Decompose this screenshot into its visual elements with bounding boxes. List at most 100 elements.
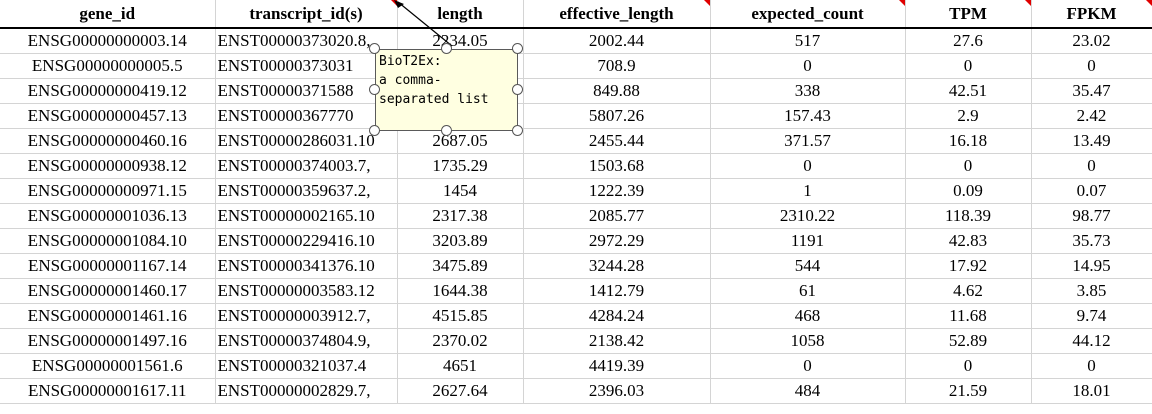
cell-effective-length[interactable]: 2085.77	[523, 203, 711, 229]
resize-handle[interactable]	[369, 125, 380, 136]
header-effective-length[interactable]: effective_length	[523, 0, 711, 29]
cell-transcript-ids[interactable]: ENST00000359637.2,	[215, 178, 398, 204]
header-transcript-ids[interactable]: transcript_id(s)	[215, 0, 398, 29]
cell-tpm[interactable]: 118.39	[905, 203, 1032, 229]
cell-tpm[interactable]: 21.59	[905, 378, 1032, 404]
cell-effective-length[interactable]: 4419.39	[523, 353, 711, 379]
cell-gene-id[interactable]: ENSG00000000460.16	[0, 128, 216, 154]
cell-length[interactable]: 4651	[397, 353, 524, 379]
cell-gene-id[interactable]: ENSG00000000005.5	[0, 53, 216, 79]
cell-fpkm[interactable]: 18.01	[1031, 378, 1152, 404]
cell-length[interactable]: 1735.29	[397, 153, 524, 179]
cell-expected-count[interactable]: 338	[710, 78, 906, 104]
cell-expected-count[interactable]: 1058	[710, 328, 906, 354]
cell-transcript-ids[interactable]: ENST00000374003.7,	[215, 153, 398, 179]
cell-length[interactable]: 1644.38	[397, 278, 524, 304]
cell-fpkm[interactable]: 35.73	[1031, 228, 1152, 254]
cell-tpm[interactable]: 0	[905, 53, 1032, 79]
resize-handle[interactable]	[512, 84, 523, 95]
cell-tpm[interactable]: 27.6	[905, 28, 1032, 54]
cell-fpkm[interactable]: 0	[1031, 153, 1152, 179]
resize-handle[interactable]	[441, 43, 452, 54]
cell-expected-count[interactable]: 1191	[710, 228, 906, 254]
cell-transcript-ids[interactable]: ENST00000286031.10	[215, 128, 398, 154]
cell-expected-count[interactable]: 484	[710, 378, 906, 404]
cell-gene-id[interactable]: ENSG00000001167.14	[0, 253, 216, 279]
cell-tpm[interactable]: 2.9	[905, 103, 1032, 129]
cell-fpkm[interactable]: 23.02	[1031, 28, 1152, 54]
cell-effective-length[interactable]: 849.88	[523, 78, 711, 104]
header-tpm[interactable]: TPM	[905, 0, 1032, 29]
header-fpkm[interactable]: FPKM	[1031, 0, 1152, 29]
cell-effective-length[interactable]: 1222.39	[523, 178, 711, 204]
cell-expected-count[interactable]: 371.57	[710, 128, 906, 154]
cell-expected-count[interactable]: 0	[710, 53, 906, 79]
cell-length[interactable]: 3203.89	[397, 228, 524, 254]
cell-fpkm[interactable]: 0.07	[1031, 178, 1152, 204]
cell-expected-count[interactable]: 0	[710, 153, 906, 179]
cell-effective-length[interactable]: 2138.42	[523, 328, 711, 354]
cell-gene-id[interactable]: ENSG00000000457.13	[0, 103, 216, 129]
cell-gene-id[interactable]: ENSG00000000003.14	[0, 28, 216, 54]
header-length[interactable]: length	[397, 0, 524, 29]
cell-expected-count[interactable]: 0	[710, 353, 906, 379]
cell-expected-count[interactable]: 61	[710, 278, 906, 304]
cell-length[interactable]: 2317.38	[397, 203, 524, 229]
cell-length[interactable]: 1454	[397, 178, 524, 204]
cell-gene-id[interactable]: ENSG00000001036.13	[0, 203, 216, 229]
cell-expected-count[interactable]: 1	[710, 178, 906, 204]
resize-handle[interactable]	[369, 43, 380, 54]
resize-handle[interactable]	[441, 125, 452, 136]
resize-handle[interactable]	[369, 84, 380, 95]
cell-expected-count[interactable]: 157.43	[710, 103, 906, 129]
cell-comment-box[interactable]: BioT2Ex: a comma- separated list	[375, 49, 518, 131]
cell-effective-length[interactable]: 1412.79	[523, 278, 711, 304]
cell-gene-id[interactable]: ENSG00000001460.17	[0, 278, 216, 304]
cell-transcript-ids[interactable]: ENST00000367770	[215, 103, 398, 129]
cell-fpkm[interactable]: 3.85	[1031, 278, 1152, 304]
cell-transcript-ids[interactable]: ENST00000321037.4	[215, 353, 398, 379]
cell-transcript-ids[interactable]: ENST00000373020.8,	[215, 28, 398, 54]
cell-transcript-ids[interactable]: ENST00000341376.10	[215, 253, 398, 279]
cell-transcript-ids[interactable]: ENST00000002165.10	[215, 203, 398, 229]
header-expected-count[interactable]: expected_count	[710, 0, 906, 29]
cell-expected-count[interactable]: 544	[710, 253, 906, 279]
cell-transcript-ids[interactable]: ENST00000371588	[215, 78, 398, 104]
resize-handle[interactable]	[512, 125, 523, 136]
cell-gene-id[interactable]: ENSG00000000971.15	[0, 178, 216, 204]
cell-transcript-ids[interactable]: ENST00000002829.7,	[215, 378, 398, 404]
cell-expected-count[interactable]: 2310.22	[710, 203, 906, 229]
cell-effective-length[interactable]: 708.9	[523, 53, 711, 79]
cell-length[interactable]: 3475.89	[397, 253, 524, 279]
cell-tpm[interactable]: 42.83	[905, 228, 1032, 254]
cell-fpkm[interactable]: 2.42	[1031, 103, 1152, 129]
cell-gene-id[interactable]: ENSG00000001084.10	[0, 228, 216, 254]
cell-tpm[interactable]: 11.68	[905, 303, 1032, 329]
cell-effective-length[interactable]: 2455.44	[523, 128, 711, 154]
cell-length[interactable]: 4515.85	[397, 303, 524, 329]
cell-tpm[interactable]: 0	[905, 353, 1032, 379]
cell-fpkm[interactable]: 9.74	[1031, 303, 1152, 329]
cell-expected-count[interactable]: 517	[710, 28, 906, 54]
cell-transcript-ids[interactable]: ENST00000374804.9,	[215, 328, 398, 354]
cell-effective-length[interactable]: 2002.44	[523, 28, 711, 54]
cell-length[interactable]: 2687.05	[397, 128, 524, 154]
cell-length[interactable]: 2627.64	[397, 378, 524, 404]
cell-effective-length[interactable]: 4284.24	[523, 303, 711, 329]
cell-transcript-ids[interactable]: ENST00000373031	[215, 53, 398, 79]
cell-fpkm[interactable]: 98.77	[1031, 203, 1152, 229]
cell-gene-id[interactable]: ENSG00000001497.16	[0, 328, 216, 354]
cell-fpkm[interactable]: 0	[1031, 353, 1152, 379]
cell-gene-id[interactable]: ENSG00000001617.11	[0, 378, 216, 404]
cell-fpkm[interactable]: 35.47	[1031, 78, 1152, 104]
cell-fpkm[interactable]: 44.12	[1031, 328, 1152, 354]
cell-gene-id[interactable]: ENSG00000000938.12	[0, 153, 216, 179]
cell-fpkm[interactable]: 0	[1031, 53, 1152, 79]
cell-transcript-ids[interactable]: ENST00000003912.7,	[215, 303, 398, 329]
cell-fpkm[interactable]: 13.49	[1031, 128, 1152, 154]
header-gene-id[interactable]: gene_id	[0, 0, 216, 29]
cell-effective-length[interactable]: 2972.29	[523, 228, 711, 254]
cell-expected-count[interactable]: 468	[710, 303, 906, 329]
cell-tpm[interactable]: 42.51	[905, 78, 1032, 104]
cell-tpm[interactable]: 52.89	[905, 328, 1032, 354]
